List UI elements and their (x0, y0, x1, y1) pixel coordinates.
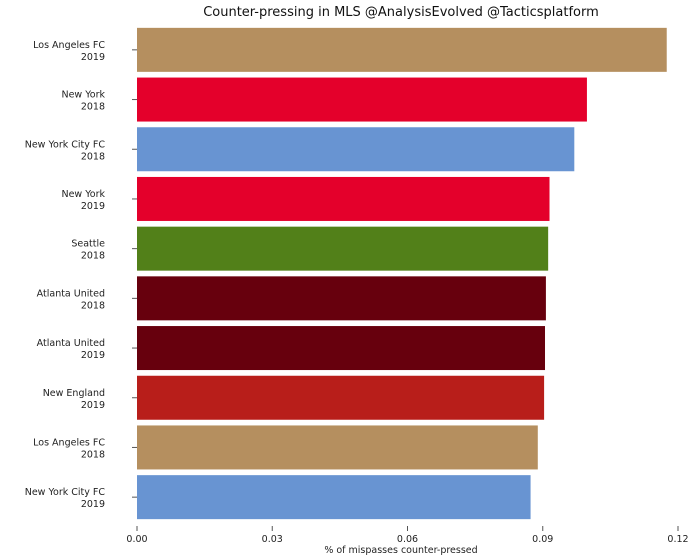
bar-6 (137, 326, 546, 371)
bar-3 (137, 176, 550, 221)
bar-9 (137, 475, 531, 520)
x-axis: 0.00 0.03 0.06 0.09 0.12 (126, 526, 689, 545)
y-tick-label-team: New York (61, 189, 105, 200)
bar-5 (137, 276, 546, 321)
x-tick-label: 0.09 (532, 534, 553, 545)
x-tick-label: 0.12 (667, 534, 688, 545)
y-tick-label-team: Los Angeles FC (33, 40, 105, 51)
x-tick-label: 0.06 (397, 534, 418, 545)
x-axis-label: % of mispasses counter-pressed (324, 545, 477, 556)
bar-4 (137, 226, 549, 271)
bar-0 (137, 27, 667, 72)
y-tick-label-season: 2019 (81, 499, 105, 510)
y-tick-label-season: 2019 (81, 52, 105, 63)
y-tick-label-season: 2018 (81, 300, 105, 311)
chart-title: Counter-pressing in MLS @AnalysisEvolved… (203, 5, 599, 20)
y-tick-label-team: Los Angeles FC (33, 437, 105, 448)
y-tick-label-season: 2018 (81, 251, 105, 262)
bar-8 (137, 425, 538, 470)
y-tick-label-season: 2019 (81, 350, 105, 361)
bar-7 (137, 375, 545, 420)
bar-1 (137, 77, 587, 122)
y-tick-label-team: New York City FC (25, 139, 106, 150)
y-tick-label-team: Atlanta United (37, 338, 105, 349)
y-tick-label-team: New York (61, 90, 105, 101)
bars-group (137, 27, 667, 520)
y-tick-label-team: Seattle (71, 239, 105, 250)
y-tick-label-season: 2018 (81, 102, 105, 113)
x-tick-label: 0.03 (262, 534, 283, 545)
y-tick-label-season: 2019 (81, 400, 105, 411)
y-tick-label-season: 2018 (81, 151, 105, 162)
bar-2 (137, 127, 575, 172)
y-tick-label-season: 2018 (81, 449, 105, 460)
y-tick-label-season: 2019 (81, 201, 105, 212)
x-tick-label: 0.00 (126, 534, 147, 545)
y-tick-label-team: New England (43, 388, 105, 399)
y-tick-label-team: Atlanta United (37, 288, 105, 299)
y-tick-label-team: New York City FC (25, 487, 106, 498)
